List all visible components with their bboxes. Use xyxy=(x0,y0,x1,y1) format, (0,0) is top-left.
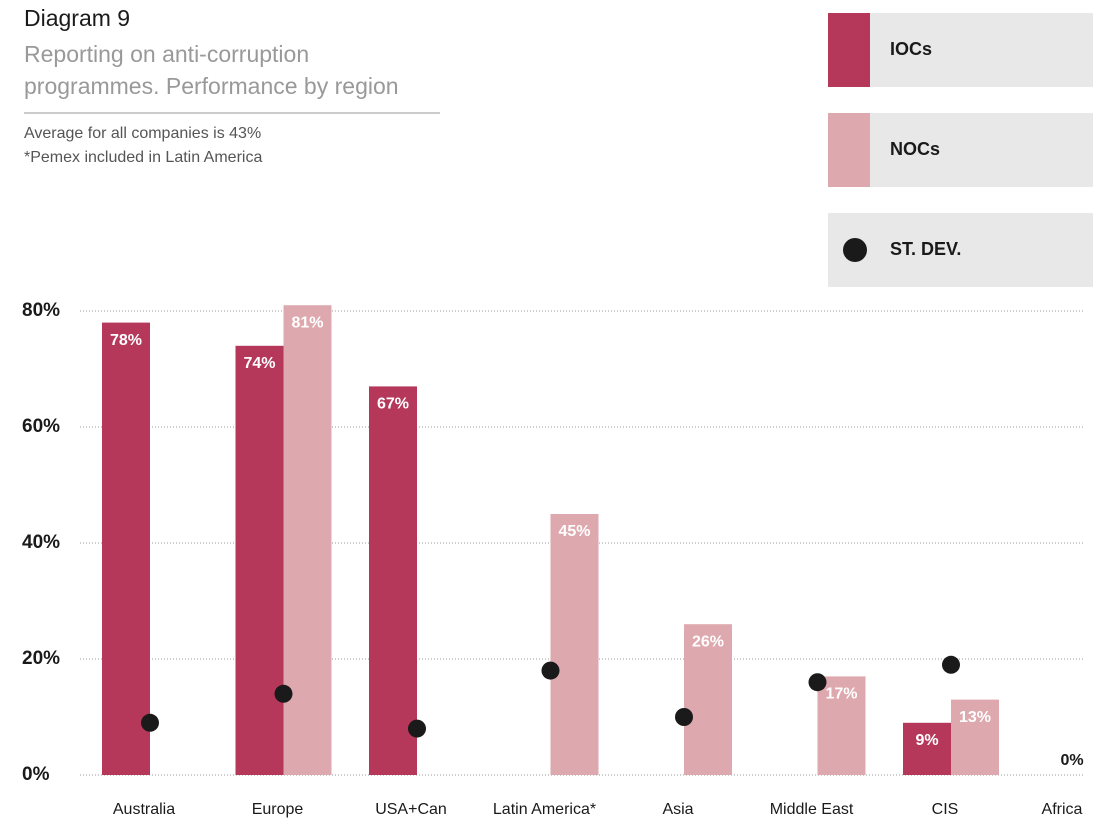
x-tick-label: Latin America* xyxy=(493,801,596,818)
legend-swatch xyxy=(843,238,867,262)
y-tick-label: 60% xyxy=(22,416,60,437)
bar xyxy=(283,305,332,775)
x-tick-label: CIS xyxy=(932,801,959,818)
chart-subtitle: programmes. Performance by region xyxy=(24,73,399,99)
value-label: 67% xyxy=(377,396,409,413)
bar xyxy=(102,322,150,775)
legend-label: ST. DEV. xyxy=(890,239,961,259)
value-label: 17% xyxy=(825,686,857,703)
chart-title: Diagram 9 xyxy=(24,5,130,31)
bar xyxy=(951,699,999,775)
chart-subtitle: Reporting on anti-corruption xyxy=(24,41,309,67)
point xyxy=(541,661,560,680)
bar xyxy=(817,676,866,775)
x-tick-label: Asia xyxy=(662,801,693,818)
x-tick-label: Europe xyxy=(252,801,304,818)
legend-box xyxy=(828,113,1093,187)
point xyxy=(408,719,426,738)
y-tick-label: 80% xyxy=(22,300,60,321)
value-label: 78% xyxy=(110,332,142,349)
value-label: 81% xyxy=(291,314,323,331)
legend-label: IOCs xyxy=(890,39,932,59)
x-tick-label: Australia xyxy=(113,801,175,818)
legend-label: NOCs xyxy=(890,139,940,159)
point xyxy=(274,684,293,703)
bar xyxy=(235,345,284,775)
y-tick-label: 0% xyxy=(22,764,50,785)
x-tick-label: Africa xyxy=(1042,801,1083,818)
value-label: 13% xyxy=(959,709,991,726)
value-label: 0% xyxy=(1060,752,1083,769)
legend-swatch xyxy=(828,113,870,187)
legend-swatch xyxy=(828,13,870,87)
legend-box xyxy=(828,213,1093,287)
bar xyxy=(684,624,732,775)
x-tick-label: Middle East xyxy=(770,801,854,818)
bar xyxy=(903,722,951,775)
note: *Pemex included in Latin America xyxy=(24,149,262,166)
y-tick-label: 40% xyxy=(22,532,60,553)
x-tick-label: USA+Can xyxy=(375,801,447,818)
value-label: 26% xyxy=(692,633,724,650)
value-label: 74% xyxy=(243,355,275,372)
y-tick-label: 20% xyxy=(22,648,60,669)
note: Average for all companies is 43% xyxy=(24,125,261,142)
point xyxy=(675,708,693,726)
value-label: 45% xyxy=(558,523,590,540)
legend-box xyxy=(828,13,1093,87)
point xyxy=(141,713,159,732)
bar xyxy=(550,514,599,775)
value-label: 9% xyxy=(915,732,938,749)
point xyxy=(942,655,960,674)
bar xyxy=(369,386,417,775)
point xyxy=(808,673,827,692)
